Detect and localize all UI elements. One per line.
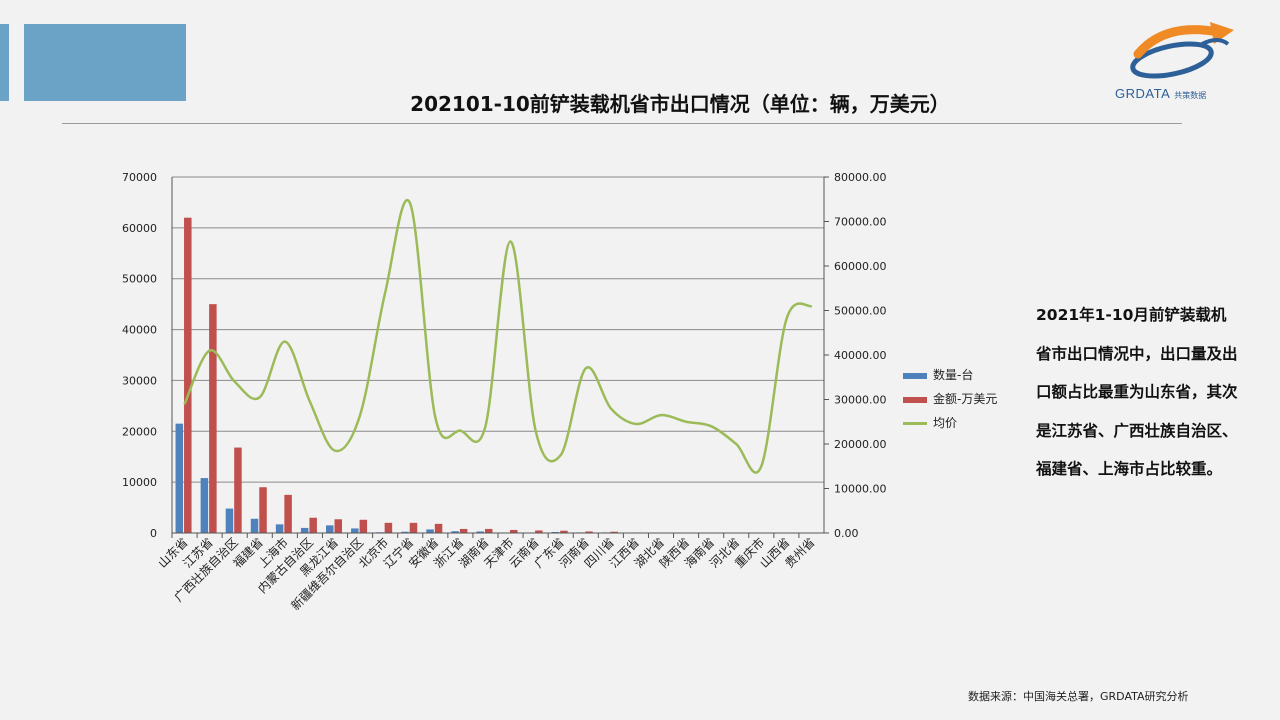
legend-swatch-amount xyxy=(903,396,927,403)
grdata-logo-icon xyxy=(1130,22,1234,79)
bar-amount xyxy=(409,522,418,533)
bar-amount xyxy=(585,531,593,533)
avg-price-point xyxy=(434,416,437,419)
legend-item-amount: 金额-万美元 xyxy=(903,390,997,414)
bar-amount xyxy=(510,529,518,533)
logo-brand: GRDATA xyxy=(1115,86,1171,101)
y-right-tick-label: 20000.00 xyxy=(834,438,887,451)
bar-amount xyxy=(484,528,493,533)
bar-quantity xyxy=(326,525,334,533)
accent-strip xyxy=(0,24,9,101)
avg-price-point xyxy=(785,318,788,321)
avg-price-point xyxy=(760,465,763,468)
y-left-tick-label: 20000 xyxy=(122,425,157,438)
avg-price-point xyxy=(660,414,662,416)
y-left-tick-label: 10000 xyxy=(122,476,157,489)
bar-amount xyxy=(259,487,267,533)
bar-quantity xyxy=(451,531,459,533)
avg-price-point xyxy=(509,240,512,243)
data-source: 数据来源：中国海关总署，GRDATA研究分析 xyxy=(968,690,1189,703)
bar-amount xyxy=(459,528,468,533)
avg-price-point xyxy=(284,340,286,343)
y-left-tick-label: 40000 xyxy=(122,324,157,337)
y-right-tick-label: 60000.00 xyxy=(834,260,887,273)
avg-price-line xyxy=(183,199,813,474)
logo-sub: 共策数据 xyxy=(1174,91,1207,100)
bar-quantity xyxy=(200,478,209,533)
page-title: 202101-10前铲装载机省市出口情况（单位：辆，万美元） xyxy=(410,92,950,116)
chart-legend: 数量-台 金额-万美元 均价 xyxy=(903,366,997,438)
bar-quantity xyxy=(401,531,409,533)
avg-price-point xyxy=(559,454,562,456)
bar-amount xyxy=(535,530,543,533)
y-right-tick-label: 10000.00 xyxy=(834,483,887,496)
avg-price-point xyxy=(359,414,361,416)
bar-quantity xyxy=(476,531,484,533)
avg-price-point xyxy=(409,202,412,205)
avg-price-point xyxy=(384,291,386,294)
avg-price-point xyxy=(459,429,462,432)
bar-amount xyxy=(560,530,568,533)
bar-amount xyxy=(610,531,618,533)
y-right-tick-label: 70000.00 xyxy=(834,216,887,229)
bar-amount xyxy=(234,447,242,533)
legend-swatch-quantity xyxy=(903,372,927,379)
legend-item-quantity: 数量-台 xyxy=(903,366,997,390)
bar-quantity xyxy=(551,531,560,533)
y-left-tick-label: 0 xyxy=(150,527,157,540)
bar-amount xyxy=(209,304,217,533)
bar-quantity xyxy=(351,528,359,533)
avg-price-point xyxy=(685,420,687,423)
legend-label-avg-price: 均价 xyxy=(933,416,958,430)
legend-label-amount: 金额-万美元 xyxy=(933,392,998,406)
avg-price-point xyxy=(810,305,813,307)
avg-price-point xyxy=(584,367,587,370)
avg-price-point xyxy=(309,400,311,403)
avg-price-point xyxy=(735,443,738,445)
y-right-tick-label: 50000.00 xyxy=(834,305,887,318)
avg-price-point xyxy=(208,349,211,352)
y-right-tick-label: 40000.00 xyxy=(834,349,887,362)
avg-price-point xyxy=(534,429,537,432)
export-chart: 0 10000 20000 30000 40000 50000 60000 70000 0.00… xyxy=(122,171,887,613)
bar-quantity xyxy=(175,423,184,533)
accent-box xyxy=(24,24,186,101)
bar-quantity xyxy=(250,518,259,533)
avg-price-point xyxy=(258,396,261,399)
y-left-tick-label: 60000 xyxy=(122,222,157,235)
avg-price-point xyxy=(610,407,612,410)
y-left-tick-label: 50000 xyxy=(122,273,157,286)
avg-price-point xyxy=(710,425,712,428)
y-left-tick-label: 30000 xyxy=(122,374,157,387)
legend-item-avg-price: 均价 xyxy=(903,414,997,438)
bar-quantity xyxy=(426,529,434,533)
bar-amount xyxy=(334,519,342,533)
bar-amount xyxy=(309,517,317,533)
bar-quantity xyxy=(300,527,309,533)
y-right-tick-label: 80000.00 xyxy=(834,171,887,184)
bar-amount xyxy=(359,519,368,533)
avg-price-point xyxy=(484,425,487,428)
avg-price-point xyxy=(635,423,637,425)
bar-amount xyxy=(384,522,393,533)
summary-text: 2021年1-10月前铲装载机省市出口情况中，出口量及出口额占比最重为山东省，其… xyxy=(1036,306,1238,478)
bar-amount xyxy=(434,523,443,533)
bar-amount xyxy=(284,494,292,533)
logo-text: GRDATA 共策数据 xyxy=(1115,86,1206,101)
avg-price-point xyxy=(183,403,186,405)
y-right-tick-label: 0.00 xyxy=(834,527,859,540)
bar-quantity xyxy=(225,508,234,533)
y-left-tick-label: 70000 xyxy=(122,171,157,184)
y-right-tick-label: 30000.00 xyxy=(834,394,887,407)
avg-price-point xyxy=(334,449,336,452)
legend-label-quantity: 数量-台 xyxy=(933,368,974,382)
bar-quantity xyxy=(275,524,284,533)
avg-price-point xyxy=(233,380,236,383)
bar-amount xyxy=(184,217,192,533)
legend-swatch-avg-price xyxy=(903,422,927,425)
title-divider xyxy=(62,123,1182,124)
